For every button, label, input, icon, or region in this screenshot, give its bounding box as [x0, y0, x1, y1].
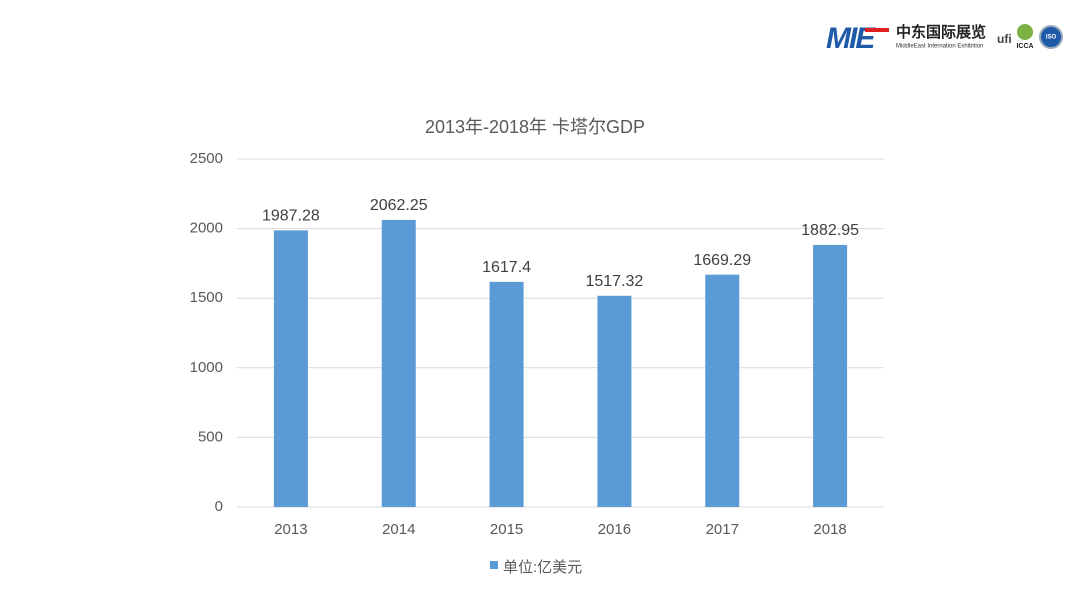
badge-icon: [1039, 25, 1063, 49]
data-label: 1517.32: [585, 273, 643, 290]
y-tick-label: 2500: [190, 150, 223, 167]
x-tick-label: 2014: [382, 521, 415, 538]
data-label: 1882.95: [801, 222, 859, 239]
chart-title: 2013年-2018年 卡塔尔GDP: [425, 117, 645, 137]
x-tick-label: 2015: [490, 521, 523, 538]
data-label: 1669.29: [693, 252, 751, 269]
x-tick-label: 2016: [598, 521, 631, 538]
data-label: 1987.28: [262, 208, 320, 225]
y-tick-label: 1500: [190, 289, 223, 306]
badge-icon: [1017, 24, 1033, 40]
logo-name: 中东国际展览: [896, 23, 986, 41]
logo-badge: ufi: [997, 32, 1012, 46]
y-tick-label: 2000: [190, 220, 223, 237]
logo-badge: ICCA: [1016, 43, 1033, 50]
bar: [489, 281, 524, 507]
y-tick-label: 0: [215, 498, 223, 515]
bar: [705, 274, 740, 507]
bar: [381, 219, 416, 507]
x-tick-label: 2013: [274, 521, 307, 538]
data-label: 1617.4: [482, 259, 531, 276]
logo-badge: ISO: [1046, 35, 1057, 41]
x-tick-label: 2018: [813, 521, 846, 538]
logo-subtitle: MiddleEast Internation Exhibition: [896, 44, 983, 50]
y-tick-label: 500: [198, 428, 223, 445]
legend-label: 单位:亿美元: [503, 559, 582, 576]
y-tick-label: 1000: [190, 359, 223, 376]
legend-swatch: [490, 561, 498, 569]
bar: [273, 230, 308, 508]
bar: [597, 295, 632, 507]
logo: MIE 中东国际展览 MiddleEast Internation Exhibi…: [826, 22, 1063, 55]
bar: [813, 244, 848, 507]
data-label: 2062.25: [370, 197, 428, 214]
x-tick-label: 2017: [706, 521, 739, 538]
logo-stripe: [865, 28, 889, 32]
logo-mark: MIE: [826, 22, 876, 55]
